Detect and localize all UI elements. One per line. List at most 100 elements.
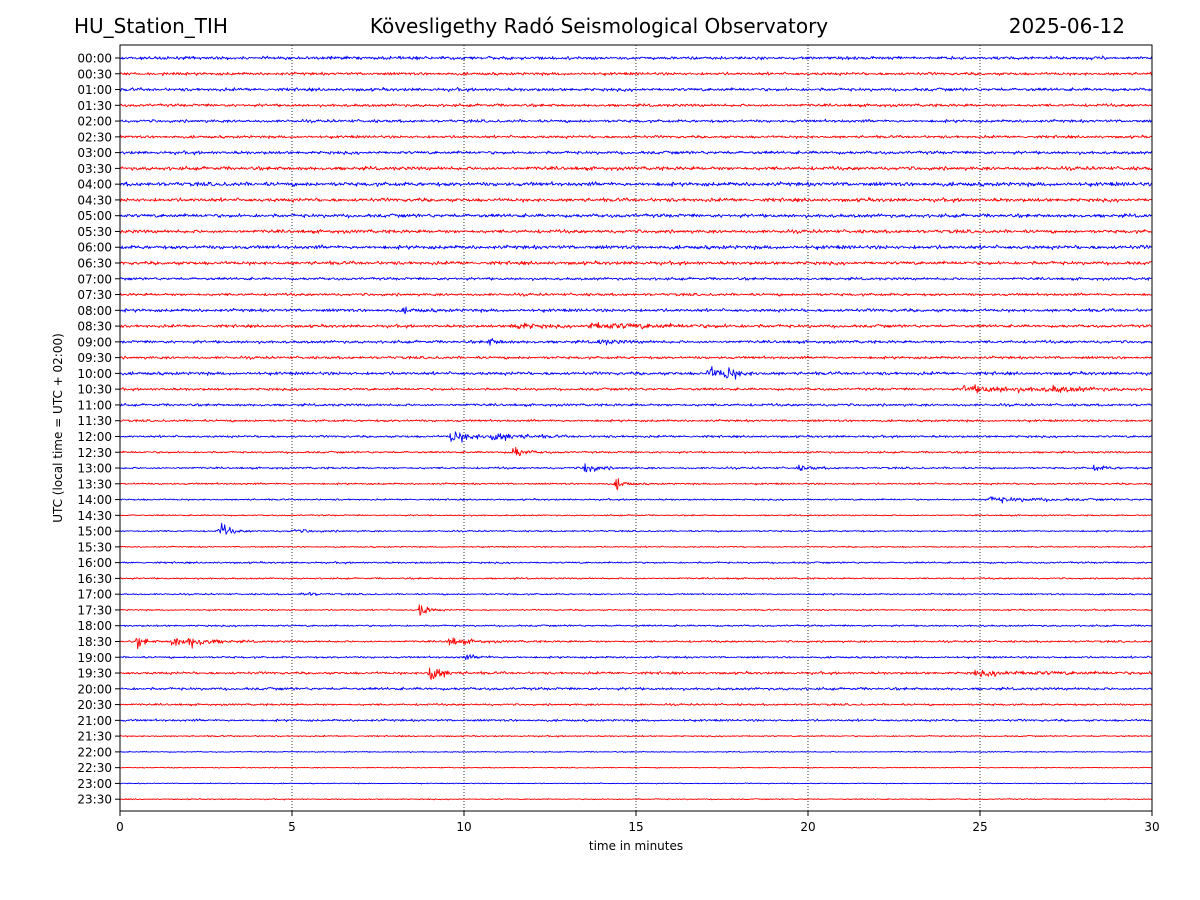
y-tick-label: 20:00	[77, 682, 112, 696]
y-tick-label: 16:30	[77, 572, 112, 586]
seismic-trace	[120, 244, 1152, 251]
y-tick-label: 05:30	[77, 225, 112, 239]
y-tick-label: 09:30	[77, 351, 112, 365]
seismic-trace	[120, 228, 1152, 235]
chart-date: 2025-06-12	[1008, 14, 1125, 38]
y-tick-label: 08:30	[77, 320, 112, 334]
seismic-trace	[120, 338, 1152, 346]
y-tick-label: 07:00	[77, 272, 112, 286]
seismic-trace	[120, 402, 1152, 408]
seismic-trace	[120, 560, 1152, 565]
y-tick-label: 04:30	[77, 193, 112, 207]
y-tick-label: 23:30	[77, 793, 112, 807]
seismic-trace	[120, 604, 1152, 616]
seismic-trace	[120, 576, 1152, 580]
seismic-trace	[120, 150, 1152, 156]
grid-lines	[291, 45, 981, 811]
seismic-trace	[120, 181, 1152, 188]
x-tick-label: 10	[456, 820, 471, 834]
y-tick-label: 19:00	[77, 651, 112, 665]
seismic-trace	[120, 545, 1152, 549]
x-axis-ticks: 0 5 10 15 20 25 30	[116, 811, 1160, 834]
seismic-trace	[120, 514, 1152, 517]
seismic-trace	[120, 592, 1152, 597]
seismic-trace	[120, 71, 1152, 77]
y-tick-label: 11:00	[77, 398, 112, 412]
seismic-trace	[120, 134, 1152, 140]
y-tick-label: 22:00	[77, 745, 112, 759]
y-tick-label: 01:00	[77, 83, 112, 97]
seismic-trace	[120, 384, 1152, 394]
y-tick-label: 01:30	[77, 99, 112, 113]
y-tick-label: 10:30	[77, 383, 112, 397]
seismic-trace	[120, 478, 1152, 491]
seismic-trace	[120, 355, 1152, 360]
y-tick-label: 03:30	[77, 162, 112, 176]
y-tick-label: 00:30	[77, 67, 112, 81]
seismic-trace	[120, 306, 1152, 314]
y-tick-label: 12:30	[77, 446, 112, 460]
seismic-trace	[120, 365, 1152, 380]
y-axis-label: UTC (local time = UTC + 02:00)	[51, 333, 65, 523]
x-tick-label: 25	[972, 820, 987, 834]
seismic-trace	[120, 463, 1152, 473]
y-tick-label: 02:00	[77, 115, 112, 129]
seismic-trace	[120, 418, 1152, 423]
seismic-trace	[120, 165, 1152, 172]
y-tick-label: 00:00	[77, 52, 112, 66]
seismic-trace	[120, 103, 1152, 108]
seismic-trace	[120, 431, 1152, 443]
y-tick-label: 13:00	[77, 462, 112, 476]
seismic-trace	[120, 750, 1152, 754]
seismic-trace	[120, 276, 1152, 282]
seismic-trace	[120, 55, 1152, 61]
y-tick-label: 16:00	[77, 556, 112, 570]
seismic-trace	[120, 624, 1152, 628]
y-tick-label: 09:00	[77, 335, 112, 349]
seismic-trace	[120, 637, 1152, 650]
x-axis-label: time in minutes	[589, 839, 683, 853]
chart-title: Kövesligethy Radó Seismological Observat…	[369, 14, 829, 38]
x-tick-label: 20	[800, 820, 815, 834]
y-tick-label: 08:00	[77, 304, 112, 318]
y-tick-label: 18:30	[77, 635, 112, 649]
seismic-trace	[120, 654, 1152, 661]
y-tick-label: 12:00	[77, 430, 112, 444]
y-tick-label: 20:30	[77, 698, 112, 712]
y-tick-label: 18:00	[77, 619, 112, 633]
y-tick-label: 10:00	[77, 367, 112, 381]
seismic-trace	[120, 686, 1152, 692]
y-tick-label: 22:30	[77, 761, 112, 775]
y-tick-label: 21:30	[77, 730, 112, 744]
seismic-trace	[120, 667, 1152, 680]
y-tick-label: 04:00	[77, 178, 112, 192]
y-tick-label: 02:30	[77, 130, 112, 144]
seismic-trace	[120, 213, 1152, 219]
x-tick-label: 15	[628, 820, 643, 834]
seismic-trace	[120, 118, 1152, 124]
y-tick-label: 06:30	[77, 257, 112, 271]
seismic-trace	[120, 766, 1152, 769]
y-tick-label: 21:00	[77, 714, 112, 728]
y-tick-label: 15:00	[77, 525, 112, 539]
y-tick-label: 13:30	[77, 477, 112, 491]
y-tick-label: 14:30	[77, 509, 112, 523]
y-tick-label: 11:30	[77, 414, 112, 428]
seismic-trace	[120, 446, 1152, 457]
station-name: HU_Station_TIH	[74, 14, 228, 38]
y-tick-label: 07:30	[77, 288, 112, 302]
seismic-trace	[120, 196, 1152, 203]
seismic-trace	[120, 782, 1152, 785]
seismic-trace	[120, 292, 1152, 297]
y-tick-label: 14:00	[77, 493, 112, 507]
x-tick-label: 5	[288, 820, 296, 834]
seismic-trace	[120, 797, 1152, 801]
seismic-trace	[120, 260, 1152, 266]
seismic-trace	[120, 734, 1152, 738]
y-tick-label: 19:30	[77, 667, 112, 681]
y-tick-label: 03:00	[77, 146, 112, 160]
y-tick-label: 17:00	[77, 588, 112, 602]
seismic-trace	[120, 321, 1152, 330]
